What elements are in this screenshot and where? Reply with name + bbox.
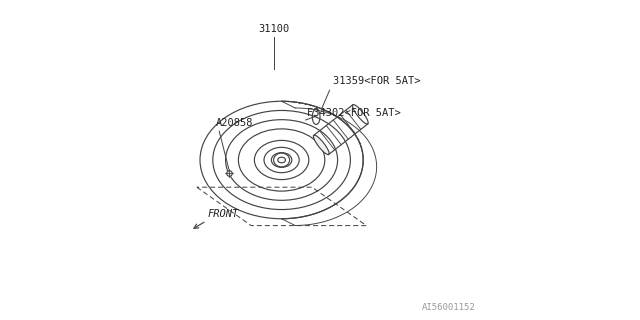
Text: AI56001152: AI56001152 bbox=[422, 303, 475, 312]
Text: 31359<FOR 5AT>: 31359<FOR 5AT> bbox=[333, 76, 420, 86]
Ellipse shape bbox=[314, 135, 329, 155]
Text: F34302<FOR 5AT>: F34302<FOR 5AT> bbox=[307, 108, 401, 118]
Text: 31100: 31100 bbox=[258, 24, 289, 34]
Text: A20858: A20858 bbox=[216, 118, 253, 128]
Text: FRONT: FRONT bbox=[208, 209, 239, 219]
